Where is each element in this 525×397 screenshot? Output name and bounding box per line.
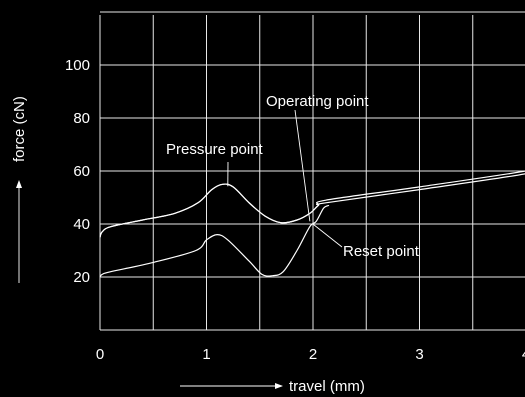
annotation-leaders: [227, 109, 343, 248]
x-tick-label: 2: [309, 346, 317, 363]
leader-operating-point: [294, 109, 311, 222]
y-tick-label: 20: [73, 269, 90, 286]
x-axis-label-group: travel (mm): [180, 378, 365, 395]
y-tick-label: 100: [65, 57, 90, 74]
annotation-pressure-point: Pressure point: [166, 141, 264, 158]
chart-ticks: 0 1 2 3 4 20 40 60 80 100: [65, 57, 525, 363]
x-tick-label: 4: [522, 346, 525, 363]
y-tick-label: 40: [73, 216, 90, 233]
annotation-operating-point: Operating point: [266, 93, 369, 110]
y-axis-label: force (cN): [11, 96, 28, 162]
x-tick-label: 1: [202, 346, 210, 363]
x-tick-label: 0: [96, 346, 104, 363]
x-tick-label: 3: [415, 346, 423, 363]
series-line-3: [99, 204, 330, 278]
y-tick-label: 60: [73, 163, 90, 180]
chart-series: [99, 170, 525, 278]
y-axis-arrow-head: [16, 180, 22, 188]
leader-reset-point: [312, 223, 343, 248]
y-axis-label-group: force (cN): [11, 96, 28, 283]
x-axis-arrow-head: [275, 383, 283, 389]
series-line-2: [99, 170, 525, 238]
chart-grid: [99, 11, 525, 331]
annotation-reset-point: Reset point: [343, 243, 420, 260]
y-tick-label: 80: [73, 110, 90, 127]
x-axis-label: travel (mm): [289, 378, 365, 395]
